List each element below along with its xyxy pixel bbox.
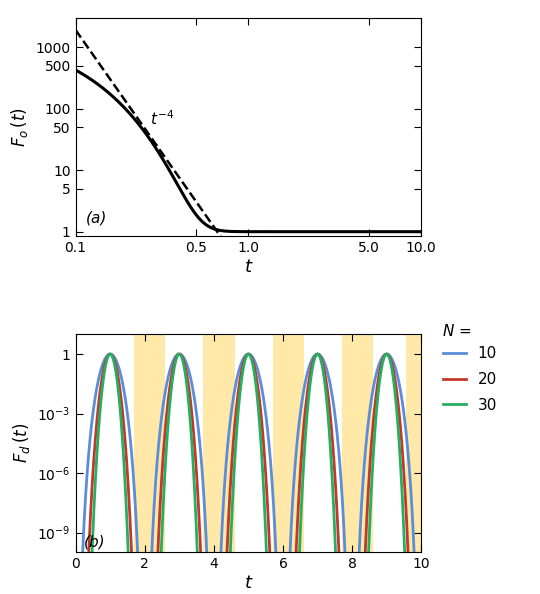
Text: (b): (b) bbox=[84, 535, 106, 549]
X-axis label: $t$: $t$ bbox=[244, 258, 253, 276]
Y-axis label: $F_o\,(t)$: $F_o\,(t)$ bbox=[9, 107, 30, 147]
Text: (a): (a) bbox=[86, 211, 107, 226]
Bar bbox=[134, 334, 165, 552]
Text: $N\,=$: $N\,=$ bbox=[442, 323, 472, 339]
Text: $t^{-4}$: $t^{-4}$ bbox=[150, 109, 174, 128]
Legend: 10, 20, 30: 10, 20, 30 bbox=[443, 346, 497, 413]
Bar bbox=[342, 334, 373, 552]
Bar bbox=[273, 334, 303, 552]
Bar bbox=[406, 334, 423, 552]
Bar bbox=[204, 334, 234, 552]
X-axis label: $t$: $t$ bbox=[244, 574, 253, 592]
Y-axis label: $F_d\,(t)$: $F_d\,(t)$ bbox=[11, 423, 32, 463]
